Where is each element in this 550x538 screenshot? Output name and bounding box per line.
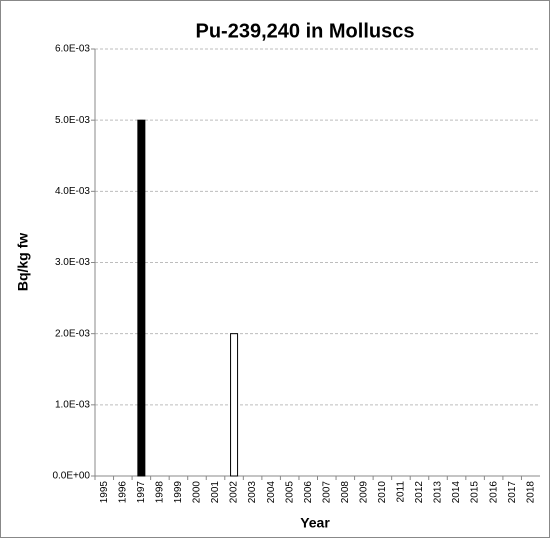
- x-tick-label: 2003: [247, 481, 258, 504]
- y-tick-label: 6.0E-03: [55, 44, 90, 55]
- x-tick-label: 2007: [321, 481, 332, 504]
- x-tick-label: 2010: [377, 481, 388, 504]
- x-tick-label: 2016: [488, 481, 499, 504]
- y-tick-label: 2.0E-03: [55, 328, 90, 339]
- chart-title: Pu-239,240 in Molluscs: [196, 20, 415, 42]
- x-tick-label: 2004: [266, 481, 277, 504]
- x-tick-label: 2005: [284, 481, 295, 504]
- y-axis-label: Bq/kg fw: [15, 233, 31, 291]
- y-tick-label: 3.0E-03: [55, 257, 90, 268]
- x-tick-label: 2002: [229, 481, 240, 504]
- x-tick-label: 2009: [358, 481, 369, 504]
- x-tick-label: 2006: [303, 481, 314, 504]
- x-tick-label: 2001: [210, 481, 221, 504]
- x-tick-label: 2012: [414, 481, 425, 504]
- x-axis-label: Year: [300, 515, 330, 531]
- y-tick-label: 0.0E+00: [52, 471, 90, 482]
- x-tick-label: 1996: [117, 481, 128, 504]
- x-tick-label: 2015: [470, 481, 481, 504]
- y-tick-label: 5.0E-03: [55, 115, 90, 126]
- x-tick-label: 2017: [507, 481, 518, 504]
- x-tick-label: 2014: [451, 481, 462, 504]
- bar: [230, 333, 239, 477]
- x-tick-label: 1998: [155, 481, 166, 504]
- x-tick-label: 1999: [173, 481, 184, 504]
- x-tick-label: 2011: [396, 481, 407, 503]
- x-tick-label: 2013: [433, 481, 444, 504]
- y-tick-label: 4.0E-03: [55, 186, 90, 197]
- x-tick-label: 1997: [136, 481, 147, 504]
- x-tick-label: 1995: [99, 481, 110, 504]
- bar: [137, 119, 146, 477]
- y-tick-label: 1.0E-03: [55, 399, 90, 410]
- x-tick-label: 2018: [525, 481, 536, 504]
- x-tick-label: 2000: [192, 481, 203, 504]
- x-tick-label: 2008: [340, 481, 351, 504]
